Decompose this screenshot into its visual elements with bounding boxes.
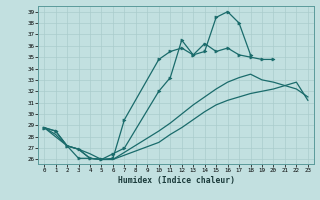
X-axis label: Humidex (Indice chaleur): Humidex (Indice chaleur) — [117, 176, 235, 185]
